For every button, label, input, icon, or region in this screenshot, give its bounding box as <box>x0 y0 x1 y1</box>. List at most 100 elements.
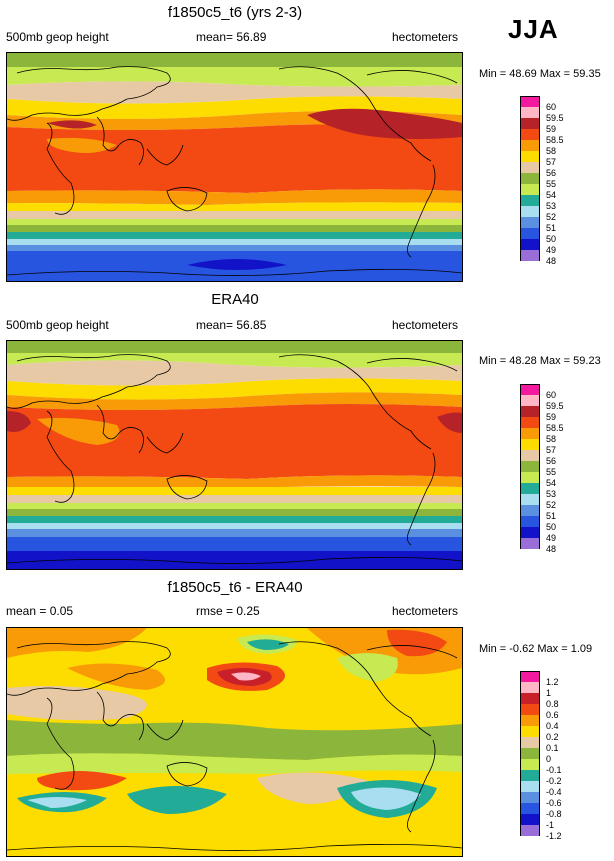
legend-swatch <box>520 162 540 173</box>
legend-tick-label: 0.2 <box>546 732 559 742</box>
legend-tick-label: 1.2 <box>546 677 559 687</box>
legend-swatch <box>520 428 540 439</box>
legend-swatch <box>520 118 540 129</box>
legend-tick-label: -1 <box>546 820 555 830</box>
panel-3-map <box>6 627 463 857</box>
legend-swatch <box>520 439 540 450</box>
legend-tick-label: 56 <box>546 168 557 178</box>
legend-tick-label: 60 <box>546 390 557 400</box>
panel-2-title: ERA40 <box>211 291 259 308</box>
legend-swatch <box>520 129 540 140</box>
legend-tick-label: -0.4 <box>546 787 562 797</box>
panel-1-minmax: Min = 48.69 Max = 59.35 <box>479 68 601 80</box>
legend-swatch <box>520 825 540 836</box>
legend-swatch <box>520 748 540 759</box>
legend-swatch <box>520 96 540 107</box>
legend-tick-label: 0.8 <box>546 699 559 709</box>
panel-3-legend: 1.2 1 0.8 0.6 0.4 0.2 0.1 0 -0.1 -0.2 -0… <box>520 671 562 841</box>
panel-2-mean-label: mean= 56.85 <box>196 318 267 332</box>
legend-tick-label: 57 <box>546 157 557 167</box>
panel-1-title: f1850c5_t6 (yrs 2-3) <box>167 4 303 21</box>
legend-swatch <box>520 483 540 494</box>
legend-tick-label: 0.4 <box>546 721 559 731</box>
legend-tick-label: 59 <box>546 124 557 134</box>
legend-tick-label: 50 <box>546 234 557 244</box>
legend-tick-label: 59.5 <box>546 113 564 123</box>
legend-tick-label: 60 <box>546 102 557 112</box>
panel-3-minmax: Min = -0.62 Max = 1.09 <box>479 643 593 655</box>
panel-2-map <box>6 340 463 570</box>
legend-tick-label: 59.5 <box>546 401 564 411</box>
legend-tick-label: 50 <box>546 522 557 532</box>
legend-tick-label: 0.1 <box>546 743 559 753</box>
legend-tick-label: -0.6 <box>546 798 562 808</box>
legend-tick-label: 0.6 <box>546 710 559 720</box>
legend-tick-label: 49 <box>546 245 557 255</box>
season-label: JJA <box>508 14 559 44</box>
legend-tick-label: 48 <box>546 544 557 554</box>
legend-swatch <box>520 704 540 715</box>
legend-tick-label: 48 <box>546 256 557 266</box>
legend-swatch <box>520 450 540 461</box>
legend-swatch <box>520 759 540 770</box>
legend-tick-label: 0 <box>546 754 552 764</box>
legend-swatch <box>520 770 540 781</box>
legend-swatch <box>520 417 540 428</box>
legend-tick-label: 49 <box>546 533 557 543</box>
legend-swatch <box>520 472 540 483</box>
legend-swatch <box>520 140 540 151</box>
legend-swatch <box>520 538 540 549</box>
panel-2-units-label: hectometers <box>392 318 459 332</box>
legend-swatch <box>520 726 540 737</box>
legend-swatch <box>520 505 540 516</box>
legend-tick-label: -1.2 <box>546 831 562 841</box>
legend-swatch <box>520 250 540 261</box>
legend-tick-label: 54 <box>546 190 557 200</box>
legend-tick-label: 1 <box>546 688 552 698</box>
legend-swatch <box>520 682 540 693</box>
legend-swatch <box>520 406 540 417</box>
legend-tick-label: 59 <box>546 412 557 422</box>
legend-swatch <box>520 792 540 803</box>
panel-3-rmse-label: rmse = 0.25 <box>196 604 260 618</box>
panel-1-units-label: hectometers <box>392 30 459 44</box>
legend-tick-label: 53 <box>546 489 557 499</box>
legend-swatch <box>520 239 540 250</box>
legend-swatch <box>520 173 540 184</box>
legend-swatch <box>520 217 540 228</box>
legend-tick-label: 58.5 <box>546 423 564 433</box>
legend-swatch <box>520 494 540 505</box>
legend-tick-label: 55 <box>546 467 557 477</box>
legend-swatch <box>520 737 540 748</box>
legend-tick-label: 58.5 <box>546 135 564 145</box>
panel-3-units-label: hectometers <box>392 604 459 618</box>
legend-swatch <box>520 693 540 704</box>
legend-tick-label: -0.8 <box>546 809 562 819</box>
legend-tick-label: 52 <box>546 212 557 222</box>
legend-swatch <box>520 151 540 162</box>
legend-swatch <box>520 803 540 814</box>
legend-swatch <box>520 715 540 726</box>
legend-swatch <box>520 395 540 406</box>
legend-tick-label: -0.2 <box>546 776 562 786</box>
panel-2-variable-label: 500mb geop height <box>6 318 109 332</box>
legend-swatch <box>520 184 540 195</box>
panel-1-legend: 60 59.5 59 58.5 58 57 56 55 54 53 52 51 … <box>520 96 564 266</box>
legend-swatch <box>520 384 540 395</box>
legend-tick-label: 52 <box>546 500 557 510</box>
legend-swatch <box>520 671 540 682</box>
legend-tick-label: 55 <box>546 179 557 189</box>
legend-swatch <box>520 814 540 825</box>
legend-tick-label: 58 <box>546 434 557 444</box>
panel-2-legend: 60 59.5 59 58.5 58 57 56 55 54 53 52 51 … <box>520 384 564 554</box>
legend-tick-label: 53 <box>546 201 557 211</box>
panel-3-mean-label: mean = 0.05 <box>6 604 74 618</box>
legend-swatch <box>520 228 540 239</box>
panel-3-title: f1850c5_t6 - ERA40 <box>167 579 303 596</box>
legend-swatch <box>520 527 540 538</box>
panel-2-minmax: Min = 48.28 Max = 59.23 <box>479 355 601 367</box>
panel-1-mean-label: mean= 56.89 <box>196 30 267 44</box>
legend-tick-label: 56 <box>546 456 557 466</box>
legend-tick-label: 51 <box>546 223 557 233</box>
legend-swatch <box>520 516 540 527</box>
